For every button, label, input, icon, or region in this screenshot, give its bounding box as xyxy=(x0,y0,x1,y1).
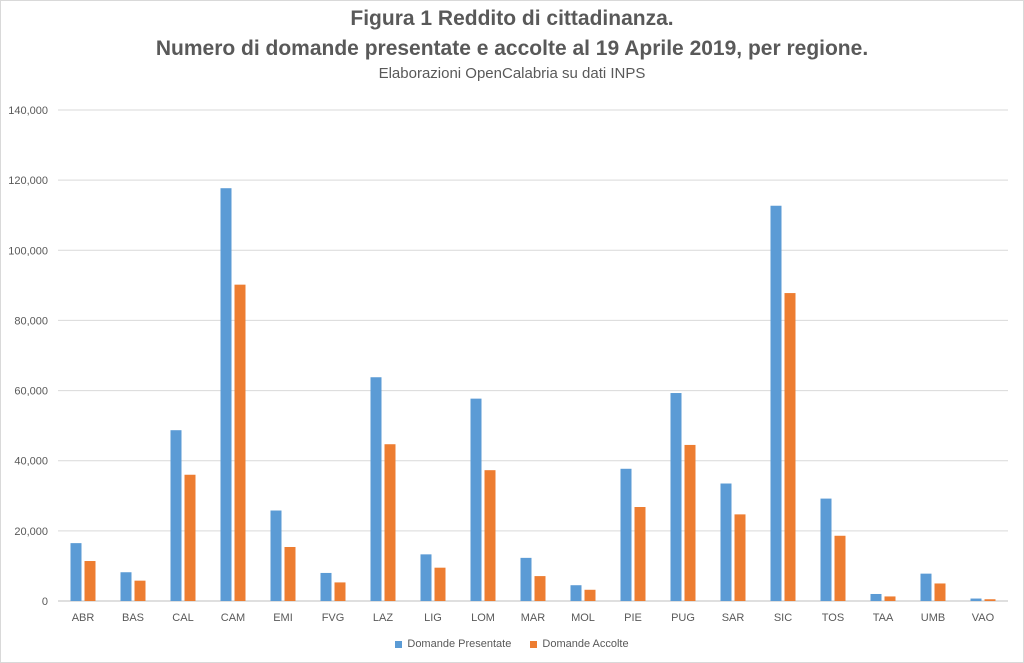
bar-accolte-bas xyxy=(134,580,146,601)
bar-presentate-cam xyxy=(220,188,232,601)
bar-presentate-sar xyxy=(720,483,732,601)
bar-presentate-abr xyxy=(70,543,82,601)
chart-title: Figura 1 Reddito di cittadinanza. xyxy=(350,7,674,30)
bar-presentate-cal xyxy=(170,430,182,601)
x-tick-label: PIE xyxy=(624,612,642,624)
chart-legend: Domande Presentate Domande Accolte xyxy=(0,638,1024,651)
x-tick-label: MAR xyxy=(521,612,546,624)
bar-presentate-lom xyxy=(470,398,482,601)
bar-accolte-lom xyxy=(484,470,496,601)
y-tick-label: 80,000 xyxy=(14,315,48,327)
bar-presentate-sic xyxy=(770,205,782,601)
bar-accolte-mol xyxy=(584,589,596,601)
y-tick-label: 120,000 xyxy=(8,175,48,187)
y-tick-label: 140,000 xyxy=(8,105,48,117)
bar-presentate-pie xyxy=(620,468,632,601)
bar-presentate-mar xyxy=(520,557,532,601)
bar-accolte-fvg xyxy=(334,582,346,601)
x-tick-label: MOL xyxy=(571,612,595,624)
x-tick-label: UMB xyxy=(921,612,945,624)
bar-accolte-sar xyxy=(734,514,746,601)
x-tick-label: SIC xyxy=(774,612,792,624)
x-tick-label: SAR xyxy=(722,612,745,624)
x-tick-label: ABR xyxy=(72,612,95,624)
bar-presentate-fvg xyxy=(320,572,332,601)
legend-swatch-presentate xyxy=(395,640,403,648)
bar-accolte-umb xyxy=(934,583,946,601)
chart-title-block: Figura 1 Reddito di cittadinanza. Numero… xyxy=(0,4,1024,84)
bar-accolte-emi xyxy=(284,546,296,601)
chart-subtitle: Numero di domande presentate e accolte a… xyxy=(155,37,869,60)
bar-presentate-umb xyxy=(920,573,932,601)
bar-accolte-laz xyxy=(384,444,396,601)
legend-label-accolte: Domande Accolte xyxy=(542,638,629,650)
bar-accolte-pie xyxy=(634,507,646,601)
y-tick-label: 20,000 xyxy=(14,526,48,538)
bar-accolte-pug xyxy=(684,444,696,601)
bar-presentate-bas xyxy=(120,572,132,601)
legend-label-presentate: Domande Presentate xyxy=(407,638,512,650)
bar-presentate-taa xyxy=(870,593,882,601)
x-tick-label: TAA xyxy=(873,612,894,624)
x-tick-label: TOS xyxy=(822,612,844,624)
x-tick-label: LOM xyxy=(471,612,495,624)
x-tick-label: CAM xyxy=(221,612,245,624)
bar-accolte-vao xyxy=(984,599,996,601)
bar-accolte-cam xyxy=(234,284,246,601)
x-tick-label: BAS xyxy=(122,612,144,624)
x-tick-label: LAZ xyxy=(373,612,393,624)
legend-item-presentate: Domande Presentate xyxy=(395,638,511,650)
bar-accolte-lig xyxy=(434,567,446,601)
x-tick-label: CAL xyxy=(172,612,193,624)
y-tick-label: 0 xyxy=(42,596,48,608)
x-tick-label: VAO xyxy=(972,612,995,624)
bar-presentate-mol xyxy=(570,585,582,601)
bar-accolte-tos xyxy=(834,535,846,601)
x-tick-label: PUG xyxy=(671,612,695,624)
bar-accolte-taa xyxy=(884,596,896,601)
bar-accolte-sic xyxy=(784,293,796,601)
bar-presentate-laz xyxy=(370,377,382,601)
bar-presentate-lig xyxy=(420,554,432,601)
y-tick-label: 60,000 xyxy=(14,386,48,398)
chart-source: Elaborazioni OpenCalabria su dati INPS xyxy=(378,65,646,82)
legend-swatch-accolte xyxy=(530,640,538,648)
y-tick-label: 100,000 xyxy=(8,245,48,257)
bar-accolte-mar xyxy=(534,576,546,601)
bar-presentate-vao xyxy=(970,598,982,601)
legend-item-accolte: Domande Accolte xyxy=(530,638,629,650)
bar-presentate-tos xyxy=(820,498,832,601)
bar-accolte-cal xyxy=(184,474,196,601)
x-tick-label: EMI xyxy=(273,612,293,624)
bar-presentate-pug xyxy=(670,393,682,601)
x-tick-label: FVG xyxy=(322,612,345,624)
y-tick-label: 40,000 xyxy=(14,456,48,468)
x-tick-label: LIG xyxy=(424,612,442,624)
bar-presentate-emi xyxy=(270,510,282,601)
bar-accolte-abr xyxy=(84,561,96,601)
